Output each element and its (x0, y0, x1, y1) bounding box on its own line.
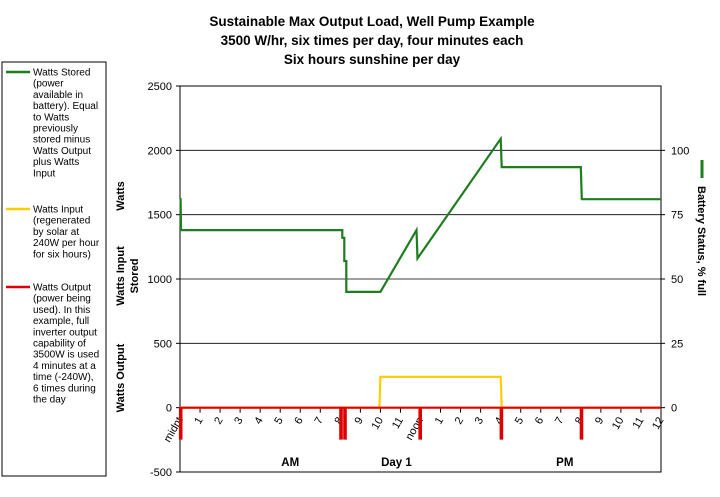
y-left-label-stored: Stored (129, 259, 141, 294)
legend-text-line: Watts Output (33, 283, 91, 294)
right-tick-label: 50 (671, 274, 683, 286)
legend-text-line: 3500W is used (33, 350, 99, 361)
x-tick-label: 4 (252, 415, 265, 426)
legend-text-line: plus Watts (33, 157, 79, 168)
x-tick-label: 2 (212, 415, 225, 426)
x-group-labels: AM Day 1 PM (281, 457, 573, 469)
chart-title-line-1: Sustainable Max Output Load, Well Pump E… (209, 14, 535, 29)
y-right-label: Battery Status, % full (695, 186, 707, 296)
legend-text-line: to Watts (33, 112, 69, 123)
legend-text-line: Input (33, 168, 55, 179)
legend-text-line: 4 minutes at a (33, 361, 96, 372)
legend-text-line: Watts Stored (33, 68, 90, 79)
legend-text-line: (power being (33, 294, 91, 305)
left-axis-ticks: 2500 2000 1500 1000 500 0 -500 (148, 81, 180, 479)
right-tick-label: 100 (671, 145, 689, 157)
x-tick-label: 3 (232, 415, 245, 426)
legend-text-line: by solar at (33, 227, 79, 238)
legend-text-line: for six hours) (33, 249, 91, 260)
left-tick-label: 0 (166, 403, 172, 415)
x-tick-label: 1 (433, 415, 446, 426)
left-tick-label: 500 (154, 338, 172, 350)
x-tick-label: 9 (353, 415, 366, 426)
left-tick-label: 1000 (148, 274, 172, 286)
legend-text-line: used). In this (33, 305, 90, 316)
left-tick-label: -500 (150, 467, 172, 479)
legend-text-line: (regenerated (33, 216, 90, 227)
right-tick-label: 0 (671, 403, 677, 415)
x-tick-label: 4 (493, 415, 506, 426)
x-tick-label: 10 (369, 415, 386, 432)
x-tick-label: 1 (192, 415, 205, 426)
x-tick-label: 10 (610, 415, 627, 432)
legend-box (1, 61, 107, 477)
x-tick-label: 11 (630, 415, 646, 431)
legend-text-line: capability of (33, 339, 86, 350)
x-tick-label: 7 (312, 415, 325, 426)
x-tick-label: 7 (553, 415, 566, 426)
right-tick-label: 25 (671, 338, 683, 350)
chart-title-line-3: Six hours sunshine per day (284, 52, 461, 67)
legend-text-line: battery). Equal (33, 101, 98, 112)
x-tick-label: 12 (650, 415, 667, 432)
x-group-label: AM (281, 457, 299, 469)
legend-text-line: previously (33, 124, 78, 135)
legend-text-line: 6 times during (33, 383, 96, 394)
legend-text-line: Watts Output (33, 146, 91, 157)
series-line-0 (179, 135, 661, 293)
legend-text-line: example, full (33, 316, 89, 327)
left-tick-label: 2000 (148, 145, 172, 157)
x-tick-label: 3 (473, 415, 486, 426)
legend-text-line: available in (33, 90, 83, 101)
left-tick-label: 1500 (148, 210, 172, 222)
right-axis-ticks: 100 75 50 25 0 (661, 145, 689, 415)
x-tick-label: 2 (453, 415, 466, 426)
legend-text-line: (power (33, 79, 64, 90)
x-group-label: PM (556, 457, 573, 469)
x-tick-label: 6 (533, 415, 546, 426)
y-left-label-output: Watts Output (115, 343, 127, 412)
left-tick-label: 2500 (148, 81, 172, 93)
y-left-label-input: Watts Input (115, 246, 127, 306)
x-tick-label: 9 (593, 415, 606, 426)
right-tick-label: 75 (671, 210, 683, 222)
legend-text-line: Watts Input (33, 205, 83, 216)
legend-text-line: stored minus (33, 135, 90, 146)
series-line-2 (178, 406, 661, 440)
x-tick-label: 5 (513, 415, 526, 426)
legend-text-line: 240W per hour (33, 238, 100, 249)
y-left-label-watts: Watts (115, 181, 127, 211)
legend-text-line: inverter output (33, 327, 97, 338)
x-group-label: Day 1 (381, 457, 412, 469)
legend-text-line: time (-240W), (33, 372, 94, 383)
series (178, 135, 661, 440)
x-tick-label: 6 (292, 415, 305, 426)
x-tick-label: 5 (272, 415, 285, 426)
x-tick-label: 11 (390, 415, 406, 431)
legend-text-line: the day (33, 395, 66, 406)
chart-title-line-2: 3500 W/hr, six times per day, four minut… (221, 33, 524, 48)
